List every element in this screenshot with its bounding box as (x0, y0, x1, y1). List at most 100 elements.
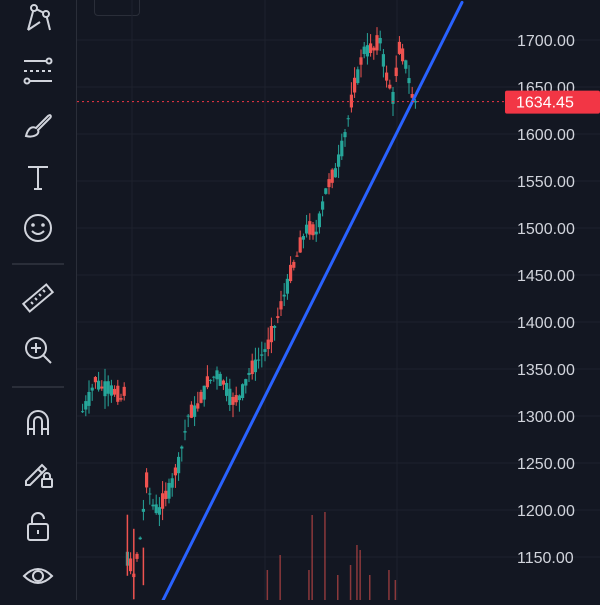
candle (244, 379, 248, 386)
candle (410, 94, 414, 98)
volume-bar (324, 512, 326, 600)
brush-button[interactable] (14, 102, 62, 146)
toolbar-separator (12, 386, 64, 388)
volume-bar (308, 570, 310, 600)
candle (381, 54, 385, 67)
candle (279, 301, 283, 310)
candle (257, 359, 261, 361)
volume-bar (266, 570, 269, 600)
grid-lines (77, 0, 600, 600)
candle (397, 41, 401, 54)
emoji-button[interactable] (14, 206, 62, 250)
brush-icon (24, 114, 52, 138)
candle (346, 118, 350, 120)
candle (321, 201, 325, 210)
candle (391, 91, 395, 104)
candle (250, 360, 254, 375)
candle (100, 386, 104, 389)
candle (301, 236, 305, 240)
zoom-in-button[interactable] (14, 328, 62, 372)
candle (106, 381, 110, 394)
candle (215, 370, 219, 380)
candle (154, 504, 158, 514)
candle (337, 154, 341, 167)
text-tool-button[interactable] (14, 155, 62, 199)
candle (209, 379, 213, 381)
candle (292, 261, 296, 268)
chart-area[interactable]: 1700.00 1650.00 1600.00 1550.00 1500.00 1450.… (77, 0, 600, 605)
candle (119, 398, 123, 400)
candle (241, 384, 245, 398)
candle (359, 57, 363, 65)
candle (113, 388, 117, 395)
candle (266, 339, 270, 350)
volume-bar (311, 515, 313, 600)
volume-bar (337, 575, 339, 600)
lock-drawing-button[interactable] (14, 451, 62, 495)
candle (186, 415, 190, 417)
candle (231, 396, 235, 405)
candle (218, 373, 222, 386)
candle (221, 380, 225, 385)
fib-retracement-button[interactable] (14, 49, 62, 93)
candle (333, 168, 337, 178)
candle (205, 376, 209, 388)
candle (177, 456, 181, 474)
text-tool-icon (28, 166, 48, 190)
candle (247, 372, 251, 375)
candle (340, 140, 344, 157)
candle (183, 431, 187, 433)
candle (362, 46, 366, 55)
candle (157, 507, 161, 515)
candle (327, 179, 331, 188)
last-price-tag (505, 90, 600, 114)
ruler-button[interactable] (14, 276, 62, 320)
price-chart[interactable]: 1700.001650.001600.001550.001500.001450.… (77, 0, 600, 605)
candle (212, 376, 216, 378)
candle (138, 537, 142, 540)
ruler-icon (21, 283, 55, 313)
price-axis-label: 1200.00 (517, 503, 575, 520)
price-axis-label: 1300.00 (517, 409, 575, 426)
candle (269, 325, 273, 343)
candle (378, 37, 382, 44)
candle (263, 349, 267, 352)
price-axis-label: 1250.00 (517, 456, 575, 473)
volume-bar (394, 580, 397, 600)
candle (93, 377, 97, 383)
candle (413, 101, 417, 103)
volume-bar (279, 555, 281, 600)
candle (365, 45, 369, 57)
candle (180, 446, 184, 449)
candle (289, 264, 293, 282)
candle (407, 78, 411, 84)
pattern-tool-button[interactable] (14, 0, 62, 40)
eye-button[interactable] (14, 554, 62, 598)
candle (199, 391, 203, 403)
price-axis-label: 1350.00 (517, 362, 575, 379)
volume-bar (369, 575, 371, 600)
candle (87, 391, 91, 406)
candle (189, 404, 193, 418)
pattern-tool-icon (27, 4, 51, 31)
candle (276, 316, 280, 318)
candle (282, 294, 286, 297)
candle (311, 224, 315, 236)
chart-header-box[interactable] (94, 0, 140, 16)
candle (298, 237, 302, 253)
candle (167, 482, 171, 499)
lock-button[interactable] (14, 504, 62, 548)
last-price-label: 1634.45 (516, 95, 574, 112)
candle (308, 221, 312, 235)
candle (145, 472, 149, 488)
fib-retracement-icon (23, 57, 53, 85)
candle (193, 405, 197, 417)
candle (151, 504, 155, 507)
candle (109, 385, 113, 396)
eye-icon (22, 568, 54, 584)
price-axis-label: 1450.00 (517, 268, 575, 285)
magnet-button[interactable] (14, 399, 62, 443)
candle (116, 385, 120, 402)
candle (385, 72, 389, 81)
volume-bar (356, 545, 358, 600)
